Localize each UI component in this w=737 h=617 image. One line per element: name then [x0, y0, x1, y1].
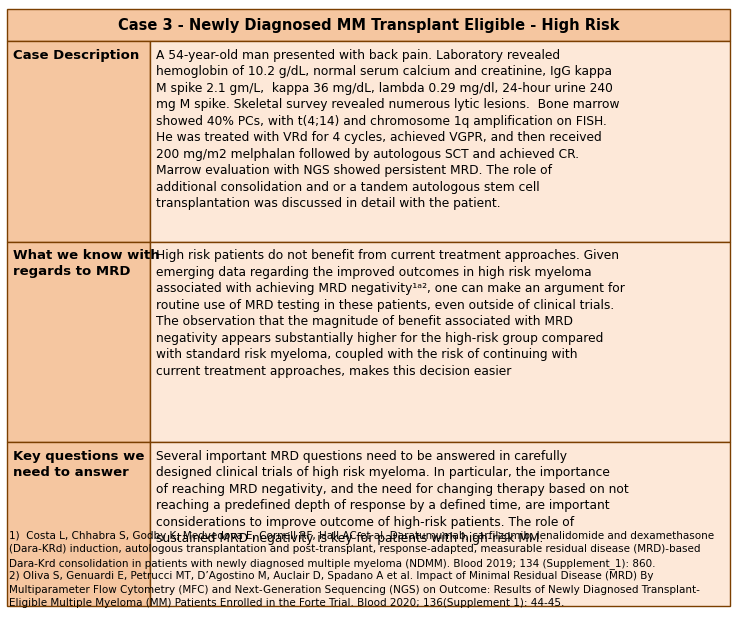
Text: Case Description: Case Description	[13, 49, 139, 62]
Bar	[150, 242, 730, 442]
Text: Eligible Multiple Myeloma (MM) Patients Enrolled in the Forte Trial. Blood 2020;: Eligible Multiple Myeloma (MM) Patients …	[9, 598, 565, 608]
Bar	[7, 41, 150, 242]
Text: Multiparameter Flow Cytometry (MFC) and Next-Generation Sequencing (NGS) on Outc: Multiparameter Flow Cytometry (MFC) and …	[9, 585, 699, 595]
Text: A 54-year-old man presented with back pain. Laboratory revealed
hemoglobin of 10: A 54-year-old man presented with back pa…	[156, 49, 620, 210]
Text: Key questions we
need to answer: Key questions we need to answer	[13, 450, 144, 479]
Bar	[7, 9, 730, 41]
Text: High risk patients do not benefit from current treatment approaches. Given
emerg: High risk patients do not benefit from c…	[156, 249, 625, 378]
Bar	[7, 242, 150, 442]
Text: Dara-Krd consolidation in patients with newly diagnosed multiple myeloma (NDMM).: Dara-Krd consolidation in patients with …	[9, 558, 655, 569]
Text: 2) Oliva S, Genuardi E, Petrucci MT, D’Agostino M, Auclair D, Spadano A et al. I: 2) Oliva S, Genuardi E, Petrucci MT, D’A…	[9, 571, 653, 581]
Text: What we know with
regards to MRD: What we know with regards to MRD	[13, 249, 160, 278]
Text: (Dara-KRd) induction, autologous transplantation and post-transplant, response-a: (Dara-KRd) induction, autologous transpl…	[9, 544, 700, 554]
Bar	[150, 442, 730, 606]
Text: 1)  Costa L, Chhabra S, Godby K, Medvedova E, Cornell RF, Hall AC et al. Daratum: 1) Costa L, Chhabra S, Godby K, Medvedov…	[9, 531, 714, 540]
Bar	[7, 442, 150, 606]
Text: Case 3 - Newly Diagnosed MM Transplant Eligible - High Risk: Case 3 - Newly Diagnosed MM Transplant E…	[118, 18, 619, 33]
Text: Several important MRD questions need to be answered in carefully
designed clinic: Several important MRD questions need to …	[156, 450, 629, 545]
Bar	[150, 41, 730, 242]
